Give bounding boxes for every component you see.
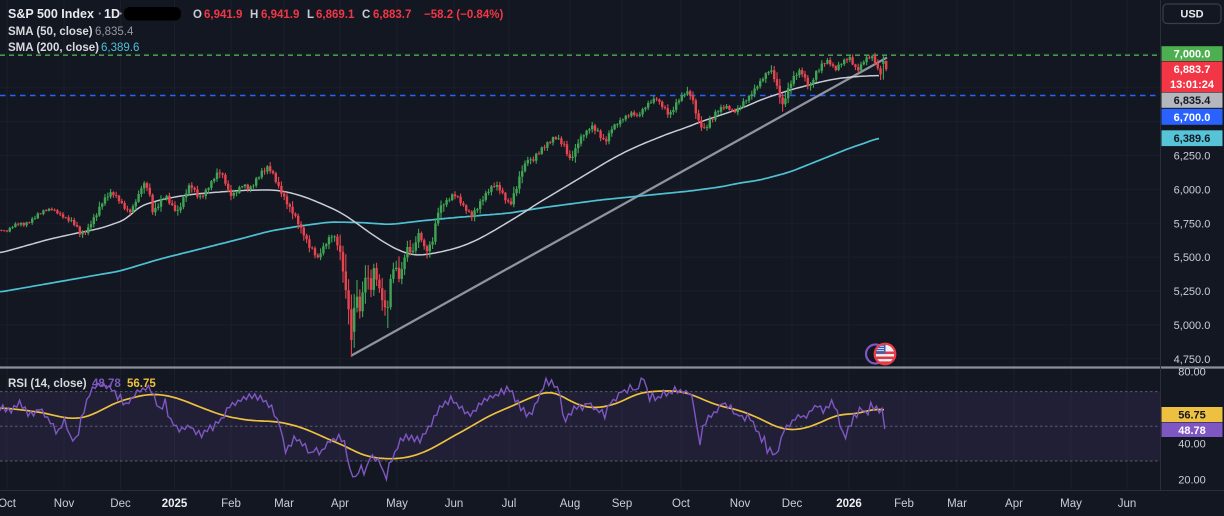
svg-text:6,941.9: 6,941.9 (204, 9, 242, 21)
svg-text:56.75: 56.75 (127, 378, 156, 390)
svg-text:Mar: Mar (274, 498, 294, 510)
svg-text:Oct: Oct (0, 498, 17, 510)
svg-text:13:01:24: 13:01:24 (1170, 79, 1215, 91)
svg-text:May: May (386, 498, 408, 510)
svg-text:Nov: Nov (730, 498, 751, 510)
svg-text:1D: 1D (104, 7, 120, 21)
svg-text:6,250.0: 6,250.0 (1174, 151, 1211, 163)
svg-text:80.00: 80.00 (1178, 367, 1206, 379)
svg-text:Jun: Jun (445, 498, 464, 510)
svg-text:6,835.4: 6,835.4 (95, 26, 134, 38)
svg-text:Apr: Apr (331, 498, 349, 510)
svg-text:SMA (50, close): SMA (50, close) (8, 26, 93, 38)
svg-text:May: May (1060, 498, 1082, 510)
svg-text:6,389.6: 6,389.6 (101, 42, 139, 54)
svg-text:Jun: Jun (1118, 498, 1137, 510)
svg-text:·: · (98, 7, 102, 21)
svg-text:6,883.7: 6,883.7 (1174, 64, 1211, 76)
svg-text:·: · (119, 7, 123, 21)
svg-text:Jul: Jul (502, 498, 517, 510)
svg-text:5,500.0: 5,500.0 (1174, 252, 1211, 264)
svg-text:O: O (193, 9, 202, 21)
svg-text:48.78: 48.78 (92, 378, 121, 390)
svg-text:4,750.0: 4,750.0 (1174, 354, 1211, 366)
svg-text:5,000.0: 5,000.0 (1174, 320, 1211, 332)
svg-text:Feb: Feb (221, 498, 241, 510)
svg-text:L: L (307, 9, 314, 21)
svg-text:48.78: 48.78 (1178, 425, 1206, 437)
svg-text:40.00: 40.00 (1178, 439, 1206, 451)
svg-text:USD: USD (1180, 9, 1203, 21)
svg-text:Dec: Dec (782, 498, 803, 510)
svg-text:H: H (250, 9, 258, 21)
svg-text:56.75: 56.75 (1178, 410, 1206, 422)
svg-text:Dec: Dec (110, 498, 131, 510)
svg-text:Feb: Feb (894, 498, 914, 510)
svg-text:−58.2 (−0.84%): −58.2 (−0.84%) (424, 9, 503, 21)
svg-text:6,883.7: 6,883.7 (373, 9, 411, 21)
svg-text:6,700.0: 6,700.0 (1174, 112, 1211, 124)
svg-text:6,000.0: 6,000.0 (1174, 184, 1211, 196)
svg-text:Aug: Aug (560, 498, 580, 510)
svg-text:5,250.0: 5,250.0 (1174, 286, 1211, 298)
svg-text:6,835.4: 6,835.4 (1174, 95, 1212, 107)
svg-text:6,941.9: 6,941.9 (261, 9, 299, 21)
svg-text:20.00: 20.00 (1178, 475, 1206, 487)
svg-text:Apr: Apr (1005, 498, 1023, 510)
svg-text:Oct: Oct (672, 498, 691, 510)
svg-text:5,750.0: 5,750.0 (1174, 218, 1211, 230)
svg-text:C: C (362, 9, 370, 21)
svg-text:6,869.1: 6,869.1 (316, 9, 355, 21)
svg-text:2026: 2026 (836, 498, 862, 510)
svg-text:RSI (14, close): RSI (14, close) (8, 378, 87, 390)
svg-text:6,389.6: 6,389.6 (1174, 133, 1211, 145)
svg-text:Sep: Sep (612, 498, 632, 510)
svg-text:S&P 500 Index: S&P 500 Index (8, 7, 94, 21)
svg-text:Nov: Nov (54, 498, 75, 510)
svg-text:SMA (200, close): SMA (200, close) (8, 42, 99, 54)
svg-text:2025: 2025 (162, 498, 188, 510)
svg-text:7,000.0: 7,000.0 (1174, 49, 1211, 61)
svg-text:Mar: Mar (947, 498, 967, 510)
